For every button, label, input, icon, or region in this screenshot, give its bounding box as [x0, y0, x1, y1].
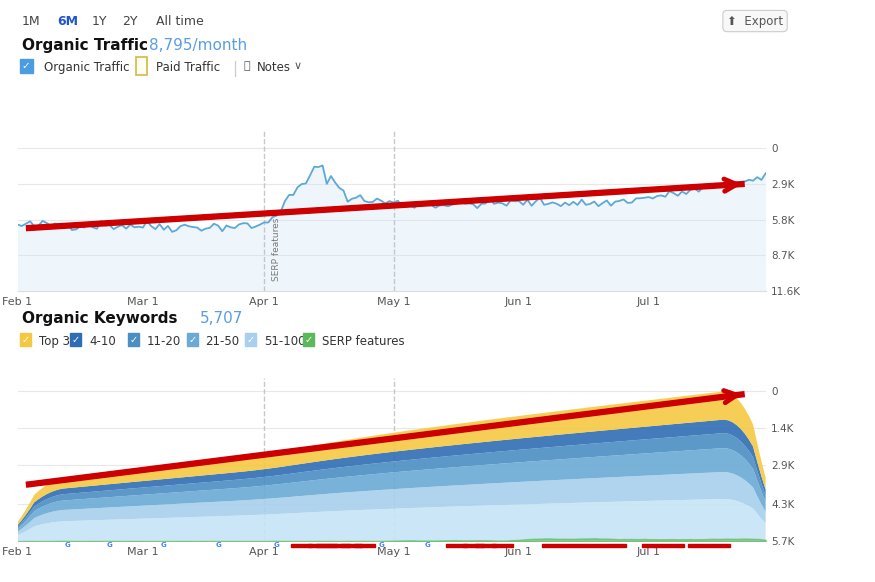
Bar: [584, 544, 605, 547]
Text: 8,795/month: 8,795/month: [149, 38, 247, 53]
Bar: [446, 544, 466, 547]
Text: ✓: ✓: [22, 61, 31, 71]
Text: 🔖: 🔖: [243, 61, 250, 71]
Text: 51-100: 51-100: [264, 335, 305, 347]
Bar: [317, 544, 337, 547]
Text: 5,707: 5,707: [200, 311, 243, 327]
Text: ✓: ✓: [247, 335, 255, 345]
Bar: [329, 544, 350, 547]
Bar: [663, 544, 684, 547]
Text: Organic Traffic: Organic Traffic: [22, 38, 148, 53]
Text: Organic Keywords: Organic Keywords: [22, 311, 178, 327]
Text: G: G: [107, 542, 112, 548]
Text: G: G: [378, 542, 384, 548]
Text: 11-20: 11-20: [147, 335, 181, 347]
Bar: [463, 544, 484, 547]
Bar: [710, 544, 730, 547]
Text: ✓: ✓: [130, 335, 137, 345]
Text: 1M: 1M: [22, 15, 40, 27]
Text: ✓: ✓: [22, 335, 30, 345]
Text: G: G: [65, 542, 71, 548]
Text: G: G: [215, 542, 221, 548]
Text: Paid Traffic: Paid Traffic: [156, 61, 220, 74]
Text: 2Y: 2Y: [123, 15, 138, 27]
Bar: [542, 544, 563, 547]
Text: 6M: 6M: [57, 15, 78, 27]
Text: 21-50: 21-50: [206, 335, 240, 347]
Text: ⬆  Export: ⬆ Export: [727, 15, 783, 27]
Bar: [354, 544, 374, 547]
Text: SERP features: SERP features: [272, 218, 282, 281]
Bar: [689, 544, 710, 547]
Text: Organic Traffic: Organic Traffic: [44, 61, 130, 74]
Text: G: G: [161, 542, 166, 548]
Text: ✓: ✓: [304, 335, 312, 345]
Text: All time: All time: [156, 15, 204, 27]
Bar: [475, 544, 496, 547]
Text: Top 3: Top 3: [39, 335, 70, 347]
Bar: [563, 544, 584, 547]
Text: 1Y: 1Y: [92, 15, 108, 27]
Text: G: G: [274, 542, 279, 548]
Text: ✓: ✓: [72, 335, 80, 345]
Text: SERP features: SERP features: [322, 335, 404, 347]
Text: |: |: [232, 61, 237, 77]
Bar: [492, 544, 513, 547]
Text: Notes: Notes: [257, 61, 291, 74]
Bar: [341, 544, 362, 547]
Bar: [291, 544, 312, 547]
Text: 4-10: 4-10: [89, 335, 116, 347]
Bar: [642, 544, 663, 547]
Text: ✓: ✓: [188, 335, 196, 345]
Bar: [308, 544, 329, 547]
Bar: [605, 544, 626, 547]
Text: G: G: [424, 542, 430, 548]
Text: ∨: ∨: [294, 61, 302, 71]
